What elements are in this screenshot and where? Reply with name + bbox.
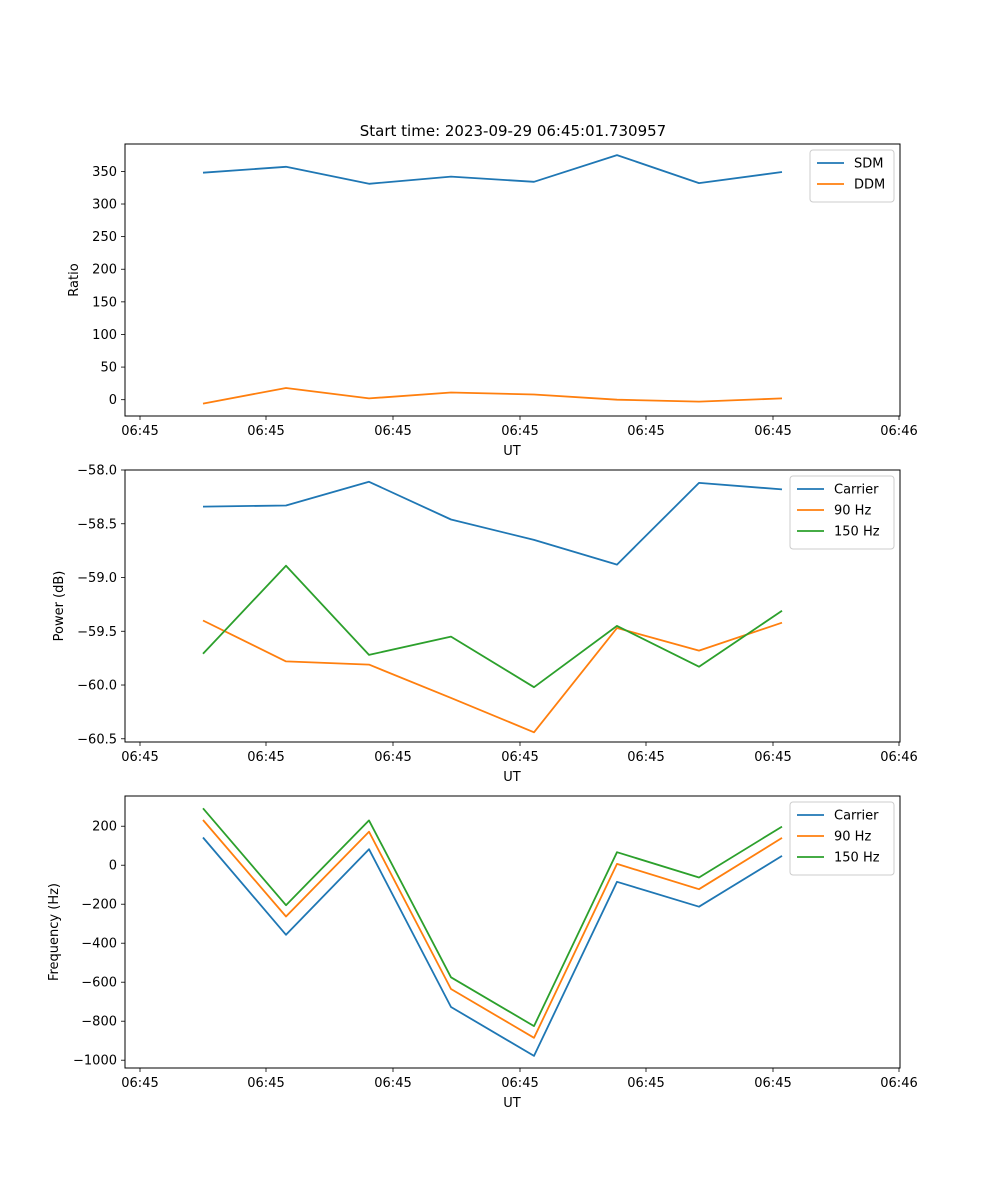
y-tick-label: −58.0 — [77, 464, 117, 479]
x-tick-label: 06:45 — [627, 424, 664, 439]
y-axis-label: Ratio — [67, 263, 82, 296]
series-line-90-hz — [202, 819, 783, 1039]
series-line-carrier — [202, 836, 783, 1057]
series-line-sdm — [202, 154, 783, 185]
legend-label: 150 Hz — [834, 525, 880, 540]
x-tick-label: 06:45 — [247, 424, 284, 439]
legend-label: 150 Hz — [834, 851, 880, 866]
y-tick-label: −1000 — [73, 1054, 117, 1069]
legend-label: Carrier — [834, 809, 879, 824]
series-line-150-hz — [202, 807, 783, 1027]
x-tick-label: 06:45 — [754, 750, 791, 765]
y-tick-label: −400 — [81, 937, 117, 952]
y-tick-label: −200 — [81, 898, 117, 913]
series-line-150-hz — [202, 564, 783, 689]
y-tick-label: 100 — [92, 328, 117, 343]
x-tick-label: 06:45 — [374, 1076, 411, 1091]
x-tick-label: 06:45 — [121, 1076, 158, 1091]
y-tick-label: 0 — [109, 393, 117, 408]
x-tick-label: 06:45 — [501, 750, 538, 765]
axes-frame — [124, 469, 901, 743]
y-tick-label: 300 — [92, 198, 117, 213]
x-tick-label: 06:45 — [754, 1076, 791, 1091]
y-tick-label: 200 — [92, 820, 117, 835]
y-tick-label: −800 — [81, 1015, 117, 1030]
x-tick-label: 06:45 — [627, 1076, 664, 1091]
y-tick-label: −60.5 — [77, 732, 117, 747]
legend-label: SDM — [854, 157, 883, 172]
y-tick-label: 350 — [92, 165, 117, 180]
x-tick-label: 06:45 — [627, 750, 664, 765]
subplot-3: 06:45 06:45 06:45 06:45 06:45 06:45 06:46 200 0 −… — [47, 795, 918, 1111]
y-tick-label: −58.5 — [77, 517, 117, 532]
legend: SDM DDM — [809, 149, 895, 203]
legend-label: 90 Hz — [834, 830, 871, 845]
x-tick-label: 06:45 — [247, 750, 284, 765]
y-axis-label: Power (dB) — [52, 571, 67, 642]
plots-group: 06:45 06:45 06:45 06:45 06:45 06:45 06:46 0 50 10… — [47, 143, 918, 1111]
x-axis-label: UT — [503, 770, 521, 785]
y-tick-label: 250 — [92, 230, 117, 245]
subplot-2: 06:45 06:45 06:45 06:45 06:45 06:45 06:46 −58.0… — [52, 464, 918, 786]
y-tick-label: 50 — [100, 361, 117, 376]
x-tick-label: 06:45 — [247, 1076, 284, 1091]
subplot-1: 06:45 06:45 06:45 06:45 06:45 06:45 06:46 0 50 10… — [67, 143, 918, 459]
x-tick-label: 06:45 — [374, 750, 411, 765]
y-tick-label: −59.5 — [77, 625, 117, 640]
x-tick-label: 06:45 — [501, 424, 538, 439]
y-axis-label: Frequency (Hz) — [47, 883, 62, 981]
y-tick-label: −600 — [81, 976, 117, 991]
x-tick-label: 06:45 — [121, 750, 158, 765]
y-tick-label: −60.0 — [77, 679, 117, 694]
series-line-ddm — [202, 387, 783, 405]
x-tick-label: 06:45 — [121, 424, 158, 439]
x-axis-label: UT — [503, 1096, 521, 1111]
series-line-90-hz — [202, 619, 783, 734]
legend-label: 90 Hz — [834, 504, 871, 519]
legend-label: DDM — [854, 178, 885, 193]
axes-frame — [124, 143, 901, 417]
legend-label: Carrier — [834, 483, 879, 498]
x-tick-label: 06:46 — [880, 750, 917, 765]
y-tick-label: 200 — [92, 263, 117, 278]
x-axis-label: UT — [503, 444, 521, 459]
y-tick-label: −59.0 — [77, 571, 117, 586]
x-tick-label: 06:45 — [754, 424, 791, 439]
legend: Carrier 90 Hz 150 Hz — [789, 801, 895, 876]
x-tick-label: 06:45 — [501, 1076, 538, 1091]
y-tick-label: 150 — [92, 295, 117, 310]
axes-frame — [124, 795, 901, 1069]
y-tick-label: 0 — [109, 859, 117, 874]
legend: Carrier 90 Hz 150 Hz — [789, 475, 895, 550]
figure-title: Start time: 2023-09-29 06:45:01.730957 — [360, 122, 666, 140]
x-tick-label: 06:46 — [880, 424, 917, 439]
x-tick-label: 06:45 — [374, 424, 411, 439]
x-tick-label: 06:46 — [880, 1076, 917, 1091]
series-line-carrier — [202, 480, 783, 566]
